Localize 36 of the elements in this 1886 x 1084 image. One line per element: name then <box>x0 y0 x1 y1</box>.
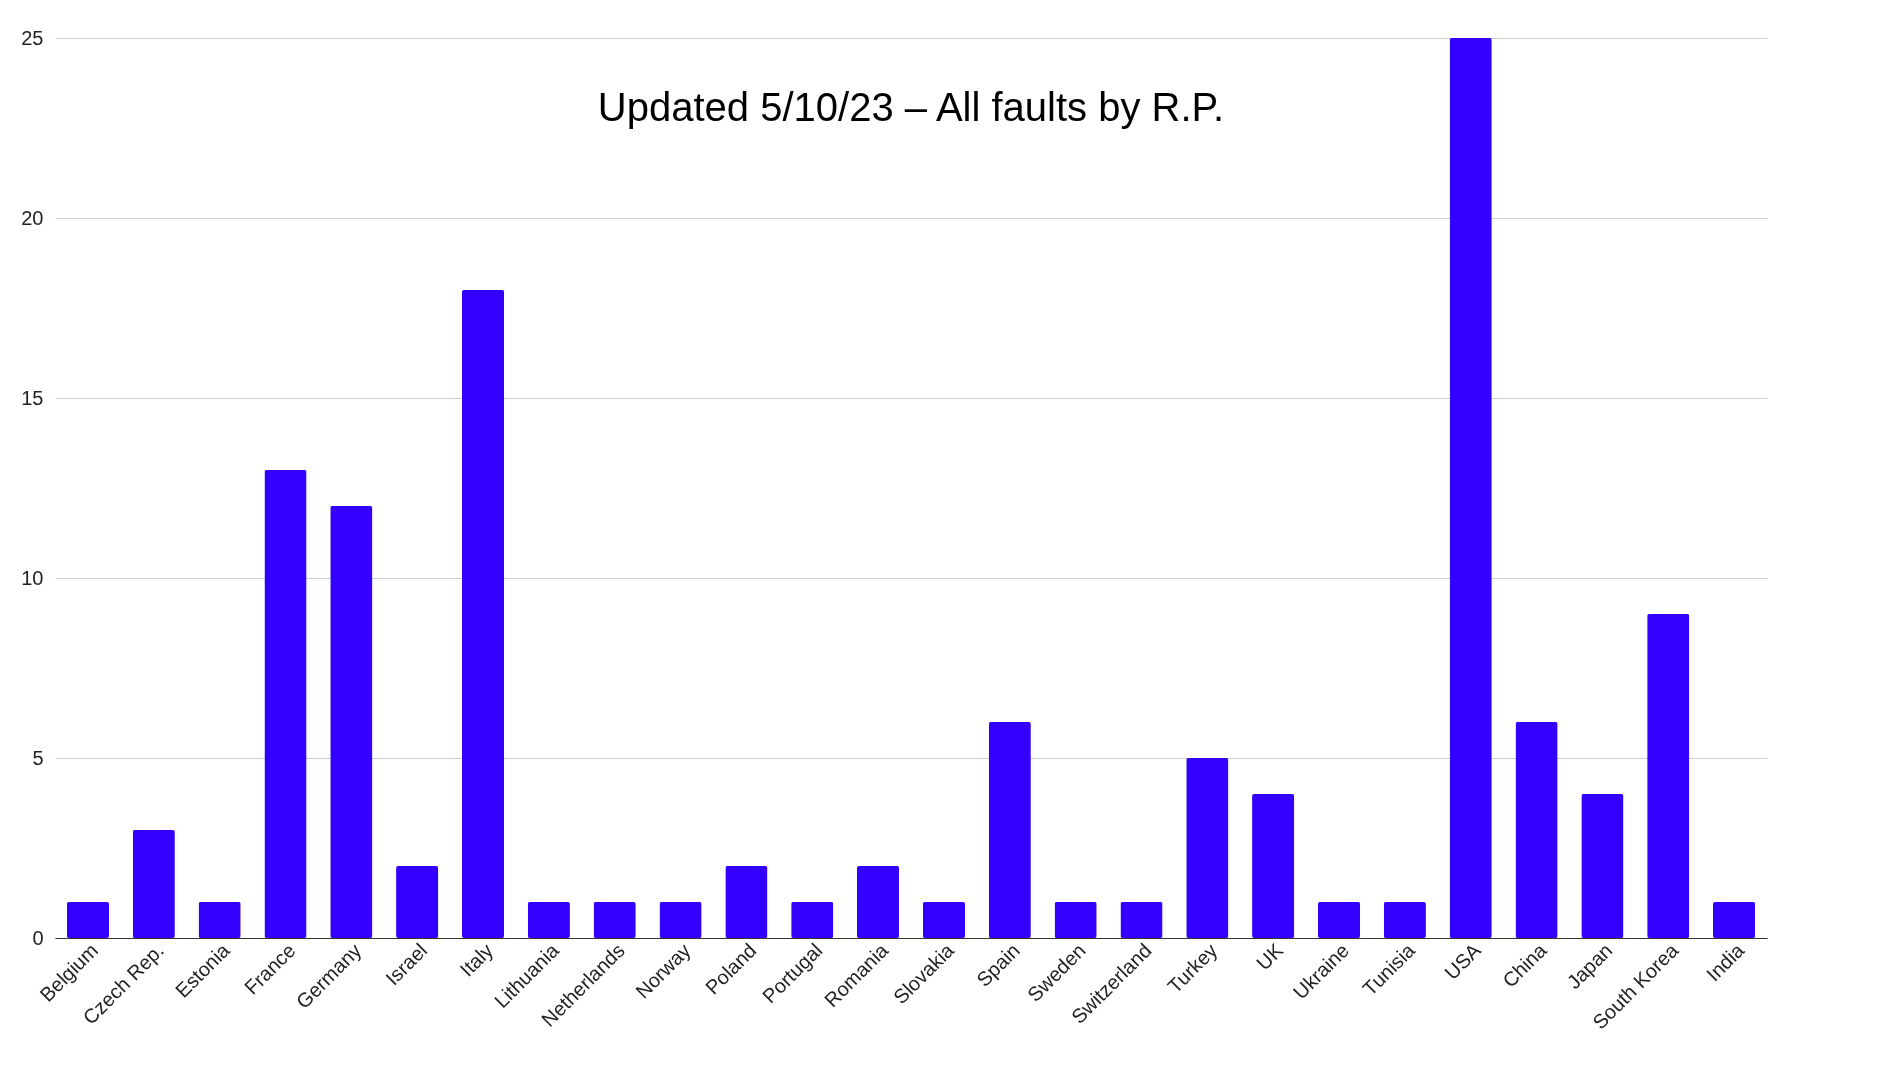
bar <box>1383 902 1426 938</box>
bar <box>264 470 307 938</box>
bar <box>1186 758 1229 938</box>
bar <box>1515 722 1558 938</box>
y-tick-label: 15 <box>21 386 44 409</box>
bar <box>1449 38 1492 938</box>
bar <box>330 506 373 938</box>
y-tick-label: 20 <box>21 206 44 229</box>
text: Updated 5/10/23 – All faults by R.P. <box>597 85 1225 129</box>
bar <box>1581 794 1624 938</box>
bar <box>66 902 109 938</box>
y-tick-label: 25 <box>21 26 44 49</box>
bar <box>857 866 900 938</box>
bar <box>527 902 570 938</box>
bar <box>1647 614 1690 938</box>
bar <box>1120 902 1163 938</box>
bar <box>1252 794 1295 938</box>
bar <box>198 902 241 938</box>
bar <box>922 902 965 938</box>
y-tick-label: 10 <box>21 566 44 589</box>
bar <box>659 902 702 938</box>
y-tick-label: 0 <box>32 926 44 949</box>
bar <box>1713 902 1756 938</box>
bar <box>593 902 636 938</box>
y-tick-label: 5 <box>32 746 44 769</box>
bar <box>988 722 1031 938</box>
bar <box>1054 902 1097 938</box>
x-tick-label: UK <box>1252 938 1288 975</box>
bar <box>132 830 175 938</box>
x-tick-label: Italy <box>455 939 498 981</box>
bar <box>1317 902 1361 938</box>
bar <box>396 866 439 938</box>
bar <box>791 902 834 938</box>
x-tick-label: USA <box>1440 938 1486 984</box>
bar <box>725 866 768 938</box>
bar <box>461 290 505 938</box>
